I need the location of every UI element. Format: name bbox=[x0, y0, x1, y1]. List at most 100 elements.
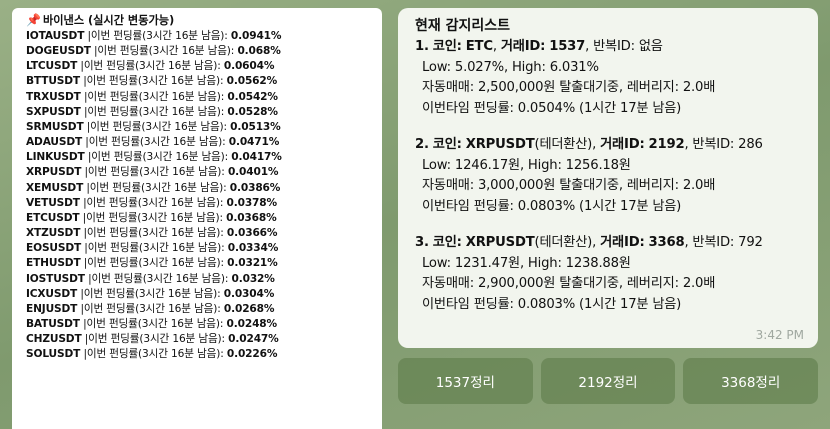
funding-symbol: XTZUSDT bbox=[26, 227, 81, 240]
funding-rate: 0.0562% bbox=[226, 75, 278, 88]
funding-row: ICXUSDT |이번 펀딩률(3시간 16분 남음): 0.0304% bbox=[26, 287, 372, 302]
watch-item-number: 2. bbox=[415, 137, 429, 152]
funding-description: |이번 펀딩률(3시간 16분 남음): bbox=[80, 302, 221, 315]
funding-row: SXPUSDT |이번 펀딩률(3시간 16분 남음): 0.0528% bbox=[26, 105, 372, 120]
funding-description: |이번 펀딩률(3시간 16분 남음): bbox=[83, 317, 224, 330]
watch-item-number: 1. bbox=[415, 39, 429, 54]
price-range: Low: 5.027%, High: 6.031% bbox=[422, 59, 599, 75]
funding-description: |이번 펀딩률(3시간 16분 남음): bbox=[84, 333, 225, 346]
funding-row: XRPUSDT |이번 펀딩률(3시간 16분 남음): 0.0401% bbox=[26, 165, 372, 180]
funding-rate: 0.0321% bbox=[227, 257, 278, 270]
funding-rate: 0.0334% bbox=[227, 242, 279, 255]
watch-item: 2. 코인: XRPUSDT(테더환산), 거래ID: 2192, 반복ID: … bbox=[415, 135, 808, 217]
funding-row: SOLUSDT |이번 펀딩률(3시간 16분 남음): 0.0226% bbox=[26, 347, 372, 362]
watch-item-number: 3. bbox=[415, 235, 429, 250]
funding-symbol: VETUSDT bbox=[26, 196, 80, 209]
funding-description: |이번 펀딩률(3시간 16분 남음): bbox=[82, 211, 223, 224]
trade-id: 3368 bbox=[648, 235, 685, 250]
price-range: Low: 1231.47원, High: 1238.88원 bbox=[422, 255, 631, 271]
funding-row: ENJUSDT |이번 펀딩률(3시간 16분 남음): 0.0268% bbox=[26, 302, 372, 317]
inline-keyboard: 1537정리 2192정리 3368정리 bbox=[398, 358, 819, 404]
funding-row: CHZUSDT |이번 펀딩률(3시간 16분 남음): 0.0247% bbox=[26, 332, 372, 347]
funding-symbol: SRMUSDT bbox=[26, 120, 84, 133]
funding-description: |이번 펀딩률(3시간 16분 남음): bbox=[83, 227, 224, 240]
funding-row: BATUSDT |이번 펀딩률(3시간 16분 남음): 0.0248% bbox=[26, 317, 372, 332]
funding-rate: 0.0226% bbox=[226, 348, 278, 361]
funding-row: XEMUSDT |이번 펀딩률(3시간 16분 남음): 0.0386% bbox=[26, 181, 372, 196]
repeat-id: , 반복ID: 없음 bbox=[585, 39, 663, 54]
funding-symbol: CHZUSDT bbox=[26, 333, 82, 346]
repeat-id: , 반복ID: 792 bbox=[684, 235, 763, 250]
message-timestamp: 3:42 PM bbox=[755, 328, 804, 342]
funding-rate: 0.0268% bbox=[223, 302, 275, 315]
funding-list-title: 📌 바이낸스 (실시간 변동가능) bbox=[26, 12, 372, 29]
funding-rate: 0.0304% bbox=[223, 287, 275, 300]
funding-symbol: TRXUSDT bbox=[26, 90, 81, 103]
funding-symbol: ADAUSDT bbox=[26, 136, 83, 149]
funding-symbol: XRPUSDT bbox=[26, 166, 82, 179]
funding-row: ETHUSDT |이번 펀딩률(3시간 16분 남음): 0.0321% bbox=[26, 256, 372, 271]
watch-item-header: 3. 코인: XRPUSDT(테더환산), 거래ID: 3368, 반복ID: … bbox=[415, 233, 808, 254]
funding-rate: 0.0366% bbox=[226, 227, 278, 240]
coin-label: 코인: bbox=[432, 137, 462, 152]
funding-info: 이번타임 펀딩률: 0.0803% (1시간 17분 남음) bbox=[422, 198, 682, 214]
funding-symbol: SOLUSDT bbox=[26, 348, 81, 361]
funding-info: 이번타임 펀딩률: 0.0803% (1시간 17분 남음) bbox=[422, 296, 682, 312]
funding-description: |이번 펀딩률(3시간 16분 남음): bbox=[80, 60, 221, 73]
funding-rate: 0.0368% bbox=[226, 211, 277, 224]
close-trade-3368-button[interactable]: 3368정리 bbox=[683, 358, 819, 404]
funding-rate-list: IOTAUSDT |이번 펀딩률(3시간 16분 남음): 0.0941% DOG… bbox=[26, 29, 372, 362]
trade-id: 2192 bbox=[648, 137, 685, 152]
funding-symbol: ETCUSDT bbox=[26, 211, 80, 224]
funding-rate: 0.0471% bbox=[228, 136, 280, 149]
funding-description: |이번 펀딩률(3시간 16분 남음): bbox=[83, 75, 224, 88]
coin-name: XRPUSDT bbox=[465, 235, 535, 250]
auto-trade-status: 자동매매: 2,900,000원 탈출대기중, 레버리지: 2.0배 bbox=[422, 276, 716, 291]
funding-row: XTZUSDT |이번 펀딩률(3시간 16분 남음): 0.0366% bbox=[26, 226, 372, 241]
funding-description: |이번 펀딩률(3시간 16분 남음): bbox=[86, 181, 227, 194]
funding-description: |이번 펀딩률(3시간 16분 남음): bbox=[88, 272, 229, 285]
funding-rate: 0.0941% bbox=[230, 30, 282, 42]
funding-description: |이번 펀딩률(3시간 16분 남음): bbox=[94, 45, 235, 58]
funding-symbol: DOGEUSDT bbox=[26, 45, 91, 58]
funding-row: EOSUSDT |이번 펀딩률(3시간 16분 남음): 0.0334% bbox=[26, 241, 372, 256]
funding-rate: 0.0604% bbox=[223, 60, 275, 73]
watchlist-message: 현재 감지리스트 1. 코인: ETC, 거래ID: 1537, 반복ID: 없… bbox=[398, 8, 818, 348]
watch-item-header: 2. 코인: XRPUSDT(테더환산), 거래ID: 2192, 반복ID: … bbox=[415, 135, 808, 156]
close-trade-1537-button[interactable]: 1537정리 bbox=[398, 358, 533, 404]
funding-rate: 0.068% bbox=[237, 45, 281, 58]
watch-item: 1. 코인: ETC, 거래ID: 1537, 반복ID: 없음 Low: 5.0… bbox=[415, 37, 808, 119]
funding-row: IOTAUSDT |이번 펀딩률(3시간 16분 남음): 0.0941% bbox=[26, 29, 372, 44]
coin-label: 코인: bbox=[432, 39, 462, 54]
price-range: Low: 1246.17원, High: 1256.18원 bbox=[422, 157, 631, 173]
funding-rate: 0.0513% bbox=[230, 120, 281, 133]
funding-rate: 0.032% bbox=[231, 272, 275, 285]
funding-rate: 0.0247% bbox=[228, 333, 279, 346]
funding-row: LINKUSDT |이번 펀딩률(3시간 16분 남음): 0.0417% bbox=[26, 150, 372, 165]
funding-row: VETUSDT |이번 펀딩률(3시간 16분 남음): 0.0378% bbox=[26, 196, 372, 211]
trade-id: 1537 bbox=[549, 39, 586, 54]
funding-description: |이번 펀딩률(3시간 16분 남음): bbox=[85, 136, 226, 149]
coin-name: XRPUSDT bbox=[465, 137, 535, 152]
funding-rate: 0.0528% bbox=[227, 105, 278, 118]
trade-id-label: 거래ID: bbox=[500, 39, 546, 54]
funding-rate-message: 📌 바이낸스 (실시간 변동가능) IOTAUSDT |이번 펀딩률(3시간 16… bbox=[12, 8, 382, 429]
coin-name: ETC bbox=[465, 39, 493, 54]
trade-id-label: 거래ID: bbox=[600, 137, 645, 152]
pushpin-icon: 📌 bbox=[26, 13, 41, 27]
auto-trade-status: 자동매매: 3,000,000원 탈출대기중, 레버리지: 2.0배 bbox=[422, 178, 716, 193]
funding-symbol: LINKUSDT bbox=[26, 151, 85, 164]
funding-symbol: XEMUSDT bbox=[26, 181, 84, 194]
funding-symbol: ENJUSDT bbox=[26, 302, 78, 315]
funding-list-title-text: 바이낸스 (실시간 변동가능) bbox=[42, 14, 175, 27]
funding-symbol: BATUSDT bbox=[26, 317, 80, 330]
auto-trade-status: 자동매매: 2,500,000원 탈출대기중, 레버리지: 2.0배 bbox=[422, 80, 716, 95]
watch-item: 3. 코인: XRPUSDT(테더환산), 거래ID: 3368, 반복ID: … bbox=[415, 233, 808, 315]
funding-info: 이번타임 펀딩률: 0.0504% (1시간 17분 남음) bbox=[422, 100, 682, 116]
funding-description: |이번 펀딩률(3시간 16분 남음): bbox=[84, 242, 225, 255]
funding-symbol: IOTAUSDT bbox=[26, 30, 85, 42]
close-trade-2192-button[interactable]: 2192정리 bbox=[540, 358, 676, 404]
funding-description: |이번 펀딩률(3시간 16분 남음): bbox=[83, 348, 224, 361]
funding-description: |이번 펀딩률(3시간 16분 남음): bbox=[83, 196, 224, 209]
funding-symbol: EOSUSDT bbox=[26, 242, 82, 255]
